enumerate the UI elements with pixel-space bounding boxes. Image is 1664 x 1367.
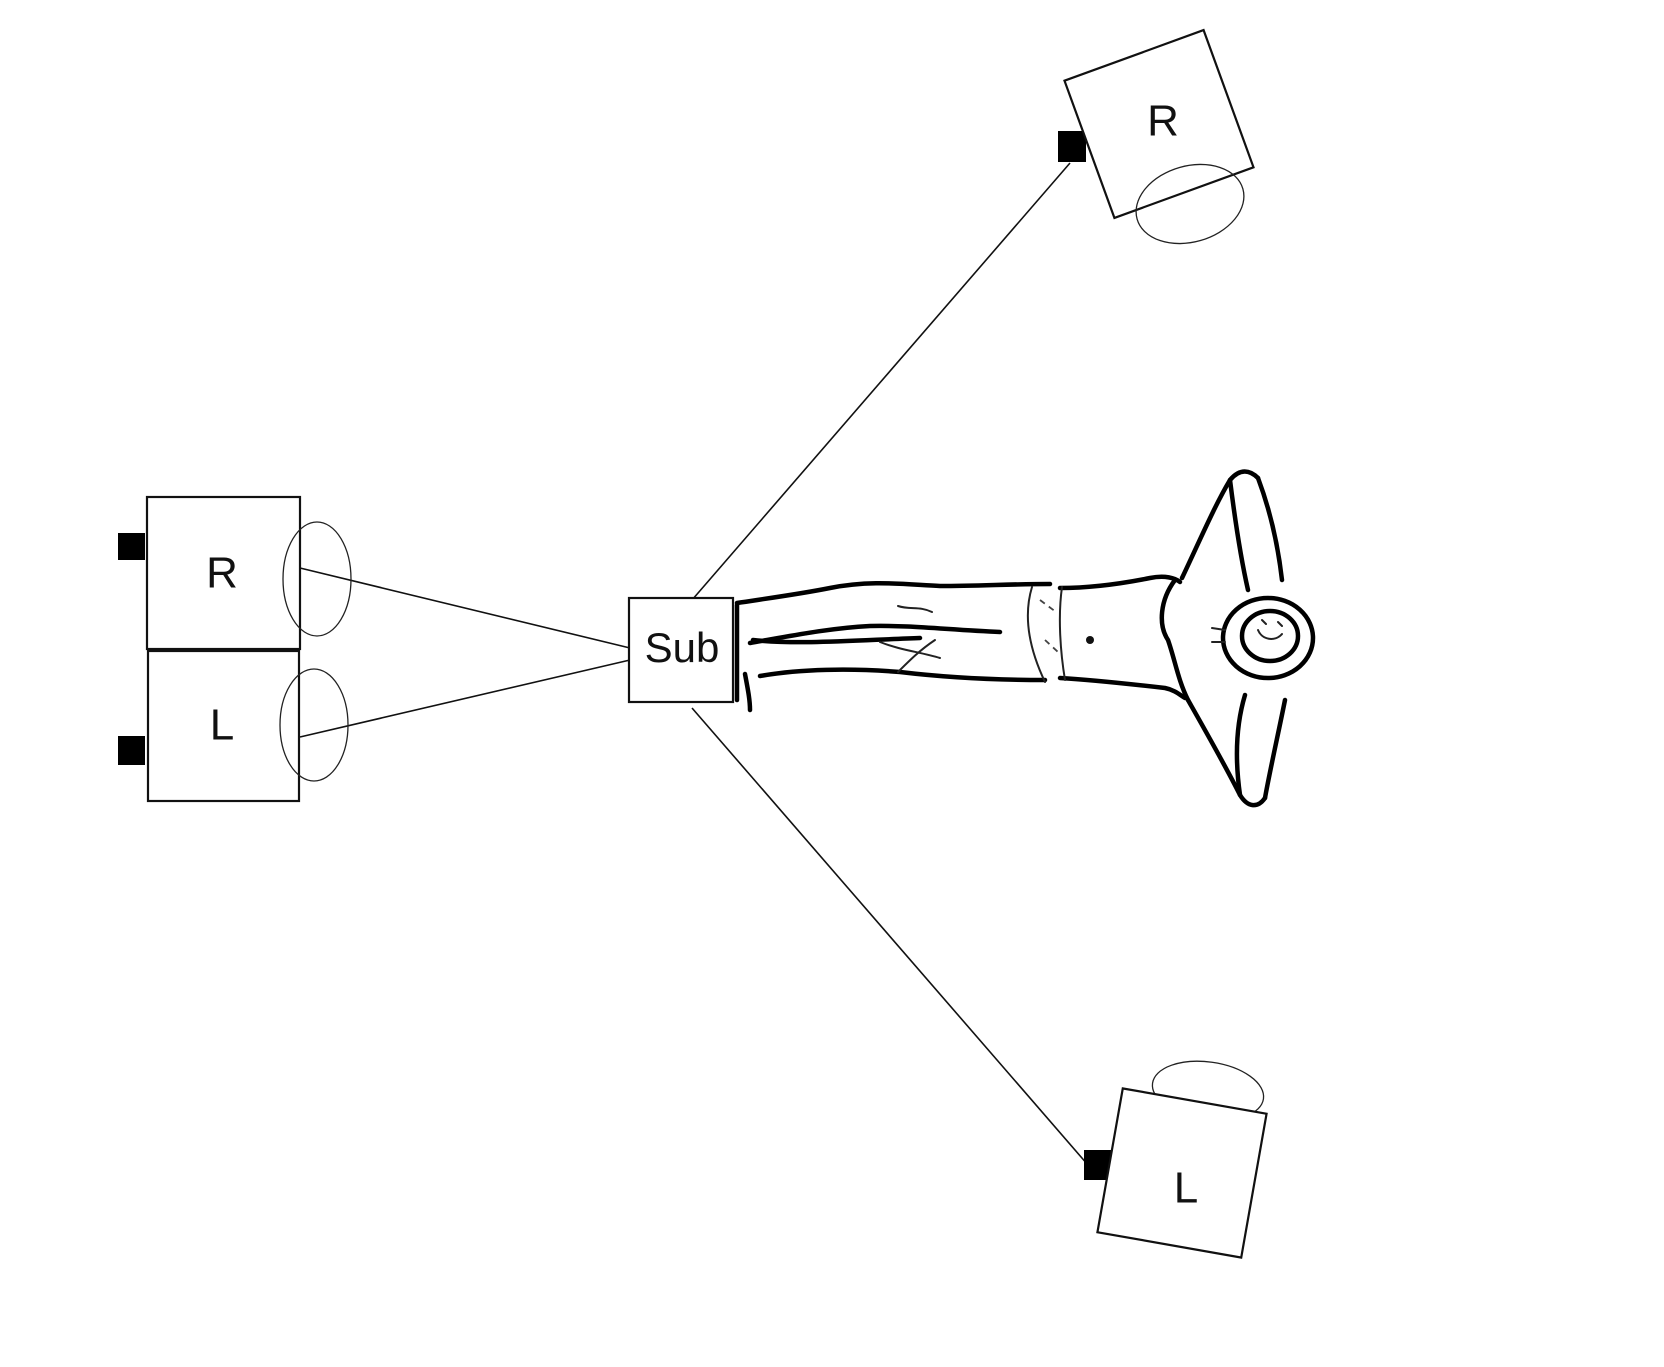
wire-sub-to-bottom-right: [691, 707, 1089, 1166]
wire-sub-to-left-stack-l: [299, 659, 631, 738]
speaker-label: R: [206, 549, 238, 598]
subwoofer-label: Sub: [645, 624, 720, 671]
speaker-left-stack-l: L: [118, 649, 349, 803]
speaker-cone-icon: [279, 668, 349, 782]
speaker-top-right: R: [1058, 28, 1255, 245]
subwoofer: Sub: [627, 596, 735, 704]
speaker-left-stack-r: R: [118, 495, 352, 651]
head-icon: [1220, 595, 1316, 681]
speaker-cone-icon: [282, 521, 352, 637]
wire-sub-to-left-stack-r: [299, 567, 631, 649]
speaker-label: L: [210, 701, 234, 750]
subwoofer-box: [627, 596, 735, 704]
wire-sub-to-top-right: [691, 162, 1071, 601]
speaker-cone-icon: [1135, 163, 1245, 245]
speaker-box: [145, 495, 302, 651]
speaker-bottom-right: L: [1084, 1060, 1268, 1259]
speaker-box: [1096, 1087, 1268, 1259]
speaker-terminal: [1058, 131, 1086, 162]
speaker-terminal: [118, 736, 145, 765]
speaker-box: [146, 649, 301, 803]
listener-figure: [734, 469, 1316, 808]
speaker-label: R: [1147, 97, 1179, 146]
speaker-terminal: [118, 533, 145, 560]
speaker-box: [1063, 28, 1255, 220]
wires: [299, 162, 1089, 1166]
speaker-label: L: [1174, 1164, 1198, 1213]
